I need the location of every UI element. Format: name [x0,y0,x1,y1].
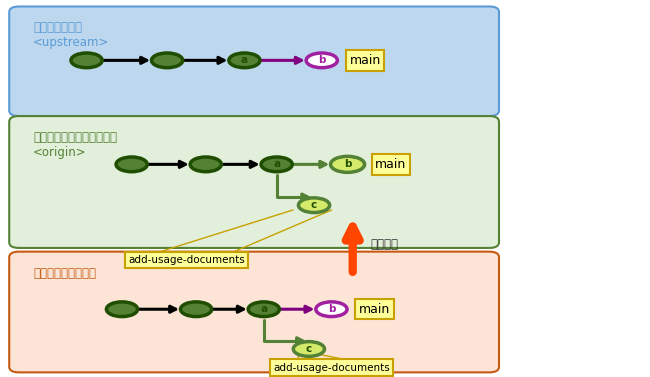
Text: プッシュ: プッシュ [370,238,398,251]
Ellipse shape [248,302,280,317]
Text: add-usage-documents: add-usage-documents [273,363,390,372]
Ellipse shape [261,157,292,172]
Text: b: b [328,304,335,314]
Text: c: c [311,200,317,210]
Text: b: b [344,159,351,169]
Text: main: main [350,54,381,67]
Text: a: a [260,304,267,314]
Ellipse shape [71,53,102,68]
Ellipse shape [116,157,148,172]
Text: 中央リポジトリ
<upstream>: 中央リポジトリ <upstream> [33,21,109,49]
Ellipse shape [151,53,183,68]
Text: a: a [273,159,280,169]
Ellipse shape [316,302,347,317]
FancyBboxPatch shape [9,116,499,248]
Ellipse shape [181,302,212,317]
Text: ローカルリポジトリ: ローカルリポジトリ [33,267,96,279]
Text: 作業用リモートリポジトリ
<origin>: 作業用リモートリポジトリ <origin> [33,131,117,159]
Ellipse shape [107,302,138,317]
Ellipse shape [298,198,330,213]
Ellipse shape [229,53,260,68]
Text: c: c [306,344,312,354]
Ellipse shape [293,342,324,356]
Ellipse shape [331,156,365,172]
Text: add-usage-documents: add-usage-documents [128,255,245,265]
Text: b: b [318,55,326,65]
Ellipse shape [306,53,337,68]
Text: a: a [241,55,248,65]
FancyBboxPatch shape [9,251,499,372]
Text: main: main [375,158,406,171]
FancyBboxPatch shape [9,6,499,116]
Ellipse shape [190,157,222,172]
Text: main: main [359,303,391,316]
